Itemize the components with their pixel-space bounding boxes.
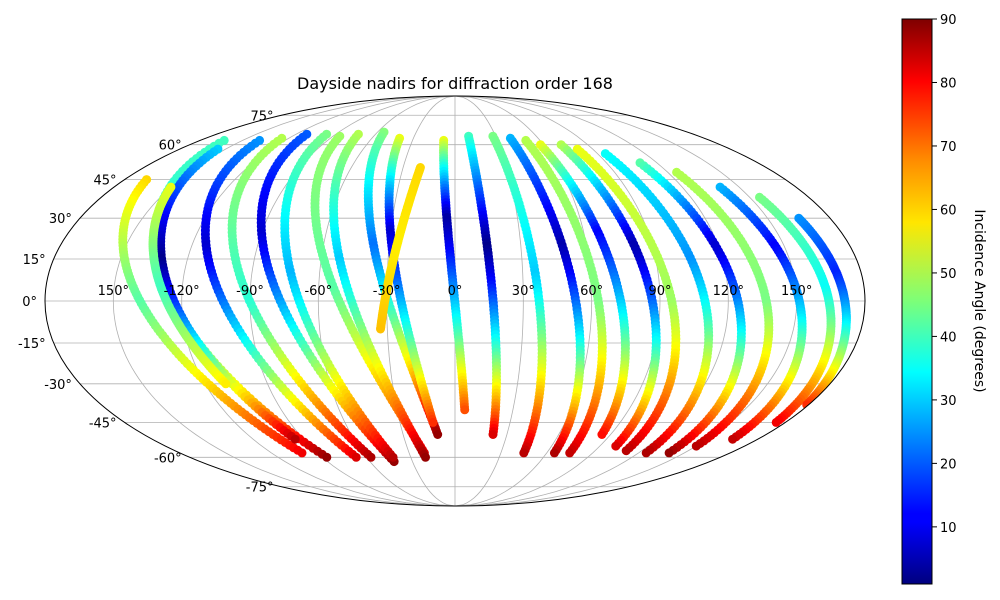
data-point (519, 448, 529, 458)
latitude-tick-labels: 75° 60° 45° 30° 15° 0° -15° -30° -45° -60° -75° (18, 109, 274, 495)
data-point (621, 446, 631, 456)
colorbar-ticks: 10 20 30 40 50 60 70 80 90 (932, 13, 957, 536)
latitude-tick-label: -60° (154, 451, 182, 466)
data-point (488, 430, 498, 439)
chart-title: Dayside nadirs for diffraction order 168 (297, 74, 613, 93)
data-point (388, 452, 398, 462)
longitude-tick-label: 30° (512, 284, 535, 299)
colorbar-tick-label: 70 (940, 140, 957, 155)
data-point (802, 400, 812, 410)
data-point (351, 452, 361, 462)
colorbar-tick-label: 80 (940, 76, 957, 91)
colorbar-tick-label: 30 (940, 394, 957, 409)
data-point (428, 417, 438, 427)
data-point (322, 452, 332, 462)
data-point (221, 379, 231, 389)
latitude-tick-label: -30° (44, 378, 72, 393)
data-point (691, 441, 701, 451)
latitude-tick-label: 60° (159, 139, 182, 154)
colorbar-tick-label: 10 (940, 521, 957, 536)
data-point (611, 441, 621, 451)
data-point (549, 448, 559, 458)
longitude-gridline (454, 95, 661, 507)
data-point (565, 448, 575, 458)
longitude-tick-label: 150° (98, 284, 129, 299)
colorbar-tick-label: 50 (940, 267, 957, 282)
longitude-tick-label: 0° (448, 284, 463, 299)
latitude-tick-label: 30° (49, 212, 72, 227)
colorbar-label: Incidence Angle (degrees) (971, 209, 987, 392)
longitude-tick-label: -90° (236, 284, 264, 299)
colorbar-tick-label: 20 (940, 457, 957, 472)
data-point (771, 417, 781, 427)
data-point (728, 434, 738, 444)
colorbar-tick-label: 90 (940, 13, 957, 28)
colorbar-tick-label: 60 (940, 203, 957, 218)
latitude-tick-label: 75° (250, 109, 273, 124)
latitude-tick-label: -45° (89, 416, 117, 431)
colorbar (901, 18, 933, 585)
longitude-tick-label: 60° (580, 284, 603, 299)
longitude-tick-label: 90° (648, 284, 671, 299)
longitude-gridline (112, 95, 456, 507)
longitude-tick-label: -120° (164, 284, 200, 299)
data-point (460, 405, 470, 415)
colorbar-tick-label: 40 (940, 330, 957, 345)
data-point (366, 452, 376, 462)
data-point (433, 430, 443, 439)
longitude-tick-label: 150° (781, 284, 812, 299)
data-point (297, 448, 307, 458)
latitude-tick-label: 45° (94, 174, 117, 189)
latitude-tick-label: -15° (18, 337, 46, 352)
latitude-tick-label: 15° (23, 253, 46, 268)
longitude-tick-label: -30° (373, 284, 401, 299)
data-points (118, 127, 851, 467)
longitude-gridline (454, 95, 729, 507)
latitude-tick-label: -75° (246, 481, 274, 496)
data-point (597, 430, 607, 439)
longitude-tick-label: 120° (713, 284, 744, 299)
data-point (664, 448, 674, 458)
data-point (376, 324, 385, 334)
latitude-tick-label: 0° (22, 295, 37, 310)
data-point (290, 434, 300, 444)
data-point (641, 448, 651, 458)
data-point (421, 452, 430, 462)
longitude-tick-label: -60° (304, 284, 332, 299)
